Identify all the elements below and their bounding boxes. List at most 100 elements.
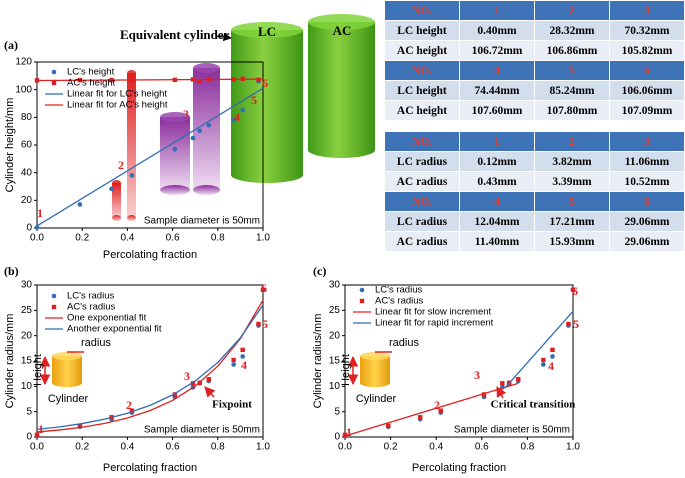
point [481,392,487,397]
y-tick-label: 10 [329,381,341,392]
table-row: LC height 0.40mm 28.32mm 70.32mm [385,21,684,40]
note: Sample diameter is 50mm [454,425,570,436]
cylinder-illustration [308,14,375,30]
point [197,79,202,84]
point [231,117,236,123]
fit-line [36,304,264,431]
annotation: radius [81,337,111,349]
table-row: AC radius 0.43mm 3.39mm 10.52mm [385,172,684,191]
y-tick-label: 20 [329,330,341,341]
table-cell: 106.06mm [610,81,684,100]
panel-label: (c) [313,264,326,278]
legend-label: LC's radius [67,291,114,302]
legend-label: AC's radius [375,296,424,307]
panel-label: (a) [4,38,18,52]
y-tick-label: 5 [26,406,32,417]
table-cell: 3.39mm [535,172,609,191]
table-row: NO. 4 5 6 [385,61,684,80]
table-cell: AC radius [385,172,459,191]
annotation: 4 [234,110,240,124]
point [342,432,348,438]
cylinder-illustration [231,167,303,183]
legend-label: Linear fit for slow increment [375,307,492,318]
point [129,173,135,178]
table-cell: 106.86mm [535,41,609,60]
cylinder-illustration [127,215,136,221]
y-tick-label: 15 [21,356,33,367]
legend-marker [51,304,57,310]
x-tick-label: 0.2 [384,442,398,453]
point [541,362,546,367]
x-tick-label: 0.4 [120,442,134,453]
point [500,381,505,386]
cylinder-illustration [193,185,220,195]
point [566,321,571,327]
cylinder-illustration [127,70,136,76]
header-cell: 1 [460,1,534,20]
y-tick-label: 20 [21,195,33,206]
point [438,408,443,413]
cylinder-illustration [52,379,82,387]
annotation: 5 [262,317,268,331]
point [190,381,196,386]
cylinder-illustration [52,352,82,360]
y-axis-label: Cylinder radius/mm [312,314,324,409]
table-cell: LC radius [385,212,459,231]
table-cell: 15.93mm [535,232,609,251]
point [231,357,236,363]
x-tick-label: 1.0 [566,442,580,453]
point [516,377,521,382]
cylinder-illustration [160,185,190,195]
cylinder-illustration [160,112,190,122]
legend-label: Linear fit for rapid increment [375,318,494,329]
annotation: 1 [37,206,43,220]
x-tick-label: 0.6 [166,442,180,453]
table-cell: 105.82mm [610,41,684,60]
table-cell: AC height [385,41,459,60]
table-cell: 107.80mm [535,101,609,120]
annotation: 3 [183,107,189,121]
x-axis-label: Percolating fraction [103,462,197,474]
point [550,347,555,353]
fit-line [36,299,264,433]
y-tick-label: 15 [329,356,341,367]
point [172,392,178,397]
y-tick-label: 40 [21,167,33,178]
x-tick-label: 0.0 [338,442,352,453]
x-tick-label: 0.0 [30,442,44,453]
x-tick-label: 0.0 [30,233,44,244]
legend-label: Linear fit for LC's height [67,89,167,100]
point [206,377,211,382]
table-row: LC radius 12.04mm 17.21mm 29.06mm [385,212,684,231]
table-cell: 10.52mm [610,172,684,191]
table-row: LC height 74.44mm 85.24mm 106.06mm [385,81,684,100]
table-cell: 12.04mm [460,212,534,231]
cylinder-illustration [360,356,390,383]
x-tick-label: 1.0 [256,442,270,453]
annotation: 1 [346,425,352,439]
y-tick-label: 5 [334,406,340,417]
y-tick-label: 0 [26,432,32,443]
table-cell: 0.43mm [460,172,534,191]
header-cell: NO. [385,61,459,80]
point [109,186,114,192]
annotation: 6 [572,284,578,298]
point [197,128,203,134]
table-cell: 106.72mm [460,41,534,60]
table-cell: 3.82mm [535,152,609,171]
annotation: 5 [573,317,579,331]
cylinder-illustration [52,356,82,383]
annotation: 2 [126,398,132,412]
table-cell: LC radius [385,152,459,171]
point [34,432,40,438]
point [260,287,266,292]
table-row: NO. 1 2 3 [385,132,684,151]
cylinder-illustration [231,22,303,38]
annotation: 4 [548,359,554,373]
legend-label: LC's radius [375,285,422,296]
point [418,415,423,420]
data-table: NO. 1 2 3 LC height 0.40mm 28.32mm 70.32mm AC he… [384,0,685,121]
data-table: NO. 1 2 3 LC radius 0.12mm 3.82mm 11.06mm AC rad… [384,131,685,252]
header-cell: 5 [535,192,609,211]
